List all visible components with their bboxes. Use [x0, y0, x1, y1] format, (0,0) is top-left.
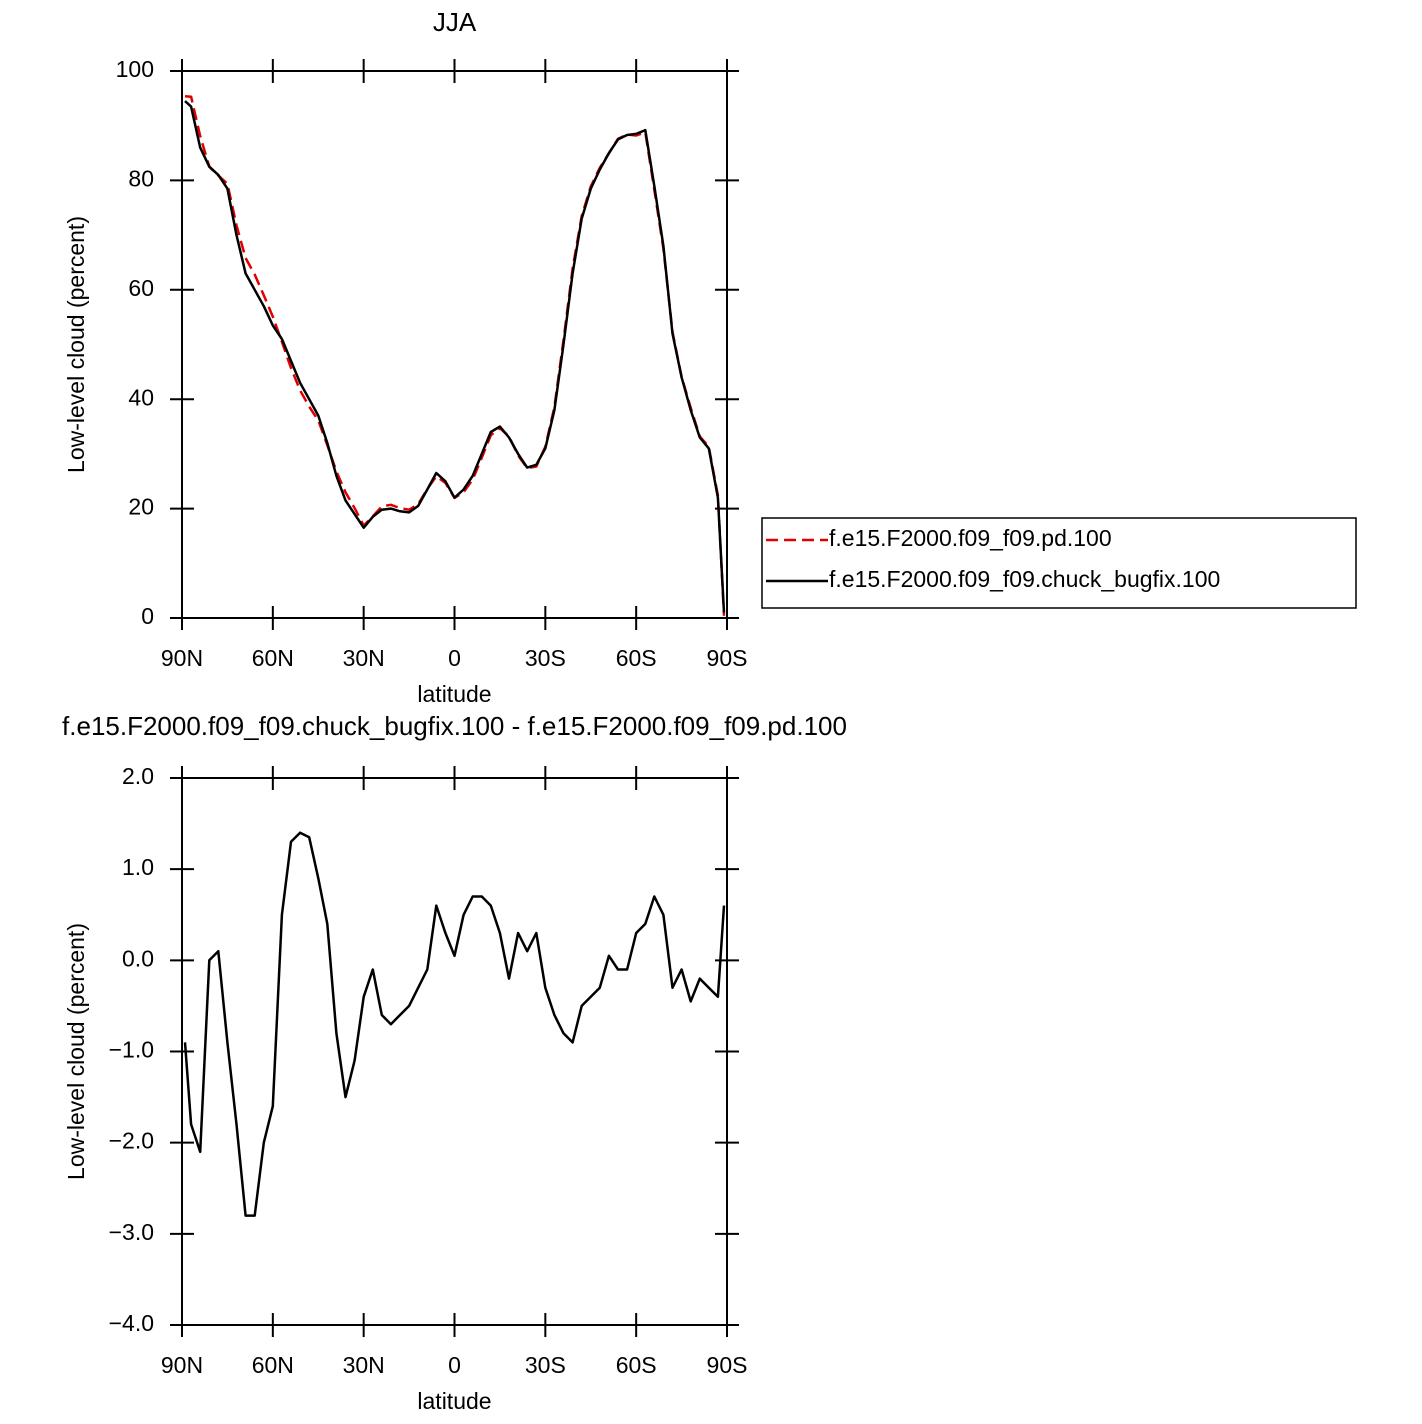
x-tick-label: 0 — [448, 645, 461, 671]
legend-label: f.e15.F2000.f09_f09.pd.100 — [829, 525, 1112, 551]
x-tick-label: 90N — [161, 1352, 203, 1378]
data-line — [183, 831, 726, 1217]
y-tick-label: −1.0 — [109, 1037, 154, 1063]
plot-frame — [181, 70, 728, 619]
legend-box — [761, 517, 1357, 609]
x-tick-label: 0 — [448, 1352, 461, 1378]
data-line — [184, 100, 726, 613]
y-tick-label: −4.0 — [109, 1310, 154, 1336]
y-tick-label: 40 — [128, 384, 154, 410]
chart-title: JJA — [433, 7, 477, 37]
y-tick-label: 2.0 — [122, 763, 154, 789]
x-tick-label: 60N — [252, 645, 294, 671]
y-tick-label: −3.0 — [109, 1219, 154, 1245]
y-tick-label: 80 — [128, 165, 154, 191]
y-axis-label: Low-level cloud (percent) — [63, 216, 89, 473]
x-tick-label: 90S — [707, 645, 748, 671]
x-tick-label: 30S — [525, 645, 566, 671]
x-tick-label: 60S — [616, 1352, 657, 1378]
y-tick-label: 0.0 — [122, 945, 154, 971]
x-tick-label: 30S — [525, 1352, 566, 1378]
chart-title: f.e15.F2000.f09_f09.chuck_bugfix.100 - f… — [62, 711, 847, 741]
y-axis-label: Low-level cloud (percent) — [63, 923, 89, 1180]
x-axis-label: latitude — [417, 681, 491, 707]
x-tick-label: 30N — [343, 1352, 385, 1378]
y-tick-label: 100 — [116, 56, 154, 82]
plot-frame — [181, 777, 728, 1326]
y-tick-label: −2.0 — [109, 1128, 154, 1154]
x-axis-label: latitude — [417, 1388, 491, 1414]
y-tick-label: 20 — [128, 494, 154, 520]
data-line — [184, 94, 726, 616]
x-tick-label: 90N — [161, 645, 203, 671]
x-tick-label: 60N — [252, 1352, 294, 1378]
x-tick-label: 30N — [343, 645, 385, 671]
legend-label: f.e15.F2000.f09_f09.chuck_bugfix.100 — [829, 566, 1220, 592]
x-tick-label: 60S — [616, 645, 657, 671]
y-tick-label: 1.0 — [122, 854, 154, 880]
y-tick-label: 60 — [128, 275, 154, 301]
x-tick-label: 90S — [707, 1352, 748, 1378]
y-tick-label: 0 — [141, 603, 154, 629]
